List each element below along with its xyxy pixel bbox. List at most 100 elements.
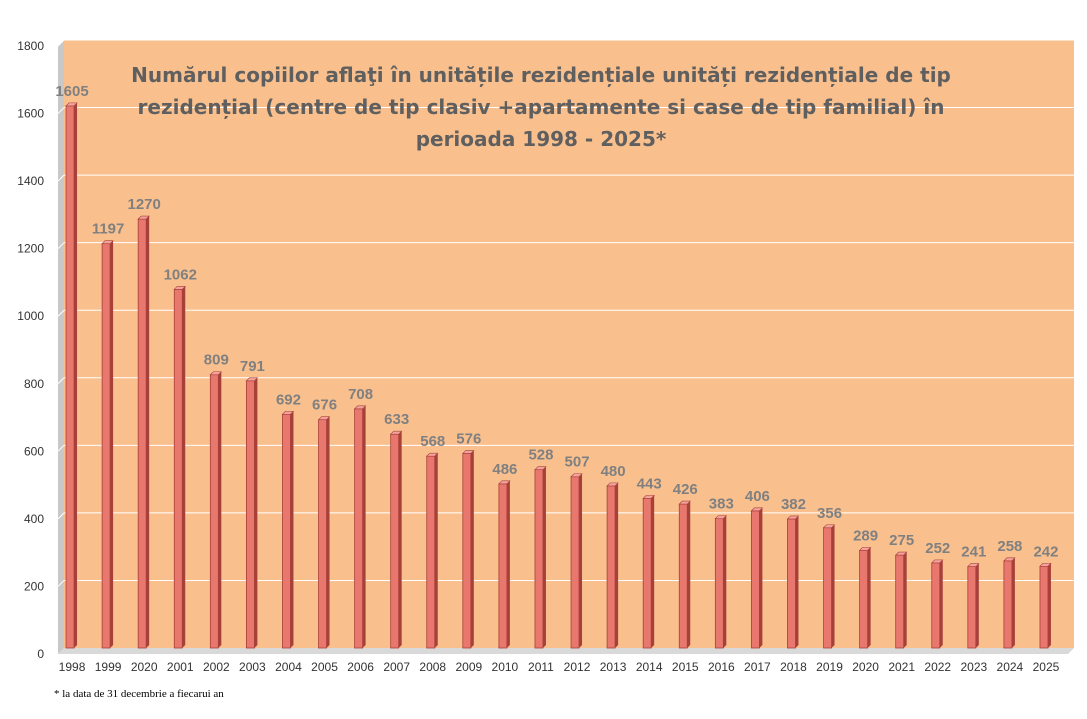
bar-side xyxy=(1011,557,1015,648)
bar xyxy=(1039,562,1052,649)
bar-front xyxy=(570,476,580,649)
bar xyxy=(281,410,295,649)
data-label: 382 xyxy=(781,496,806,513)
bar-front xyxy=(967,566,977,649)
data-label: 576 xyxy=(456,430,481,447)
bar-side xyxy=(398,431,402,648)
bar-side xyxy=(326,416,330,648)
x-tick-label: 2005 xyxy=(311,660,338,674)
axes: 0 200 400 600 800 1000 1200 1400 1600 1800 1998 199… xyxy=(17,39,1059,674)
bar-front xyxy=(354,408,364,649)
bar-side xyxy=(903,552,907,648)
bar xyxy=(317,416,331,649)
data-label: 289 xyxy=(853,527,878,544)
data-label: 1605 xyxy=(55,83,88,100)
bar-side xyxy=(723,515,727,648)
bar-side xyxy=(218,371,222,648)
bar-top xyxy=(606,482,619,487)
bar-side xyxy=(795,515,799,648)
bar xyxy=(209,371,223,649)
data-label: 676 xyxy=(312,397,337,414)
x-tick-label: 2025 xyxy=(1033,660,1060,674)
data-label: 1062 xyxy=(164,266,197,283)
bar-front xyxy=(750,510,760,649)
bar-top xyxy=(317,416,331,420)
bar-top xyxy=(750,507,764,512)
data-label: 383 xyxy=(709,496,734,513)
bar-top xyxy=(498,480,511,485)
bar xyxy=(426,452,439,649)
bar xyxy=(173,285,186,649)
x-tick-label: 2013 xyxy=(600,660,627,674)
bars xyxy=(65,102,1052,649)
x-tick-label: 2024 xyxy=(997,660,1024,674)
x-tick-label: 2014 xyxy=(636,660,663,674)
bar-side xyxy=(831,524,835,648)
bar-side xyxy=(939,559,943,648)
bar xyxy=(570,473,583,649)
data-label: 507 xyxy=(565,454,590,471)
bar-front xyxy=(714,518,724,649)
bar-front xyxy=(678,503,688,649)
data-label: 528 xyxy=(528,447,553,464)
floor xyxy=(58,648,1074,654)
x-tick-label: 2001 xyxy=(167,660,194,674)
bar xyxy=(894,551,908,649)
x-tick-label: 2019 xyxy=(816,660,843,674)
bar-side xyxy=(615,482,619,648)
bar-top xyxy=(570,473,583,478)
x-tick-label: 2022 xyxy=(924,660,951,674)
gridline-side xyxy=(57,174,65,182)
bar xyxy=(65,102,78,649)
bar-front xyxy=(65,105,75,649)
bar-side xyxy=(506,480,510,648)
data-label: 809 xyxy=(204,352,229,369)
y-tick-label: 1200 xyxy=(17,242,44,256)
x-tick-label: 2007 xyxy=(383,660,410,674)
bar-top xyxy=(137,215,150,220)
data-label: 633 xyxy=(384,411,409,428)
x-tick-label: 2012 xyxy=(564,660,591,674)
gridlines xyxy=(57,39,1074,587)
x-tick-label: 2009 xyxy=(455,660,482,674)
x-tick-label: 2017 xyxy=(744,660,771,674)
chart-title-line: perioada 1998 - 2025* xyxy=(416,127,667,151)
bar-side xyxy=(867,547,871,648)
data-label: 1197 xyxy=(92,221,125,238)
bar xyxy=(101,240,114,649)
y-tick-label: 600 xyxy=(24,444,44,458)
y-tick-label: 0 xyxy=(37,647,44,661)
bar-top xyxy=(714,515,728,519)
bar-top xyxy=(1039,562,1052,567)
bar-side xyxy=(434,453,438,648)
data-label: 1270 xyxy=(127,196,160,213)
bar-side xyxy=(579,473,583,648)
y-tick-label: 1600 xyxy=(17,107,44,121)
bar-top xyxy=(931,559,944,564)
plot-area xyxy=(58,40,1074,654)
bar xyxy=(462,450,475,649)
bar-front xyxy=(245,380,255,649)
gridline-side xyxy=(57,242,65,250)
gridline-side xyxy=(57,39,65,47)
x-tick-label: 1998 xyxy=(59,660,86,674)
data-label: 486 xyxy=(492,461,517,478)
bar xyxy=(1003,557,1016,649)
bar-top xyxy=(389,430,403,435)
side-wall xyxy=(58,40,64,654)
bar-front xyxy=(137,218,147,649)
bar-top xyxy=(894,551,908,556)
bar-side xyxy=(1047,563,1051,648)
y-tick-label: 1800 xyxy=(17,39,44,53)
bar-top xyxy=(353,405,367,410)
data-label: 443 xyxy=(637,475,662,492)
bar xyxy=(750,507,764,649)
x-tick-label: 2008 xyxy=(419,660,446,674)
data-label: 791 xyxy=(240,358,265,375)
bar-front xyxy=(606,485,616,649)
bar xyxy=(534,466,547,649)
bar xyxy=(931,559,944,649)
data-label: 708 xyxy=(348,386,373,403)
